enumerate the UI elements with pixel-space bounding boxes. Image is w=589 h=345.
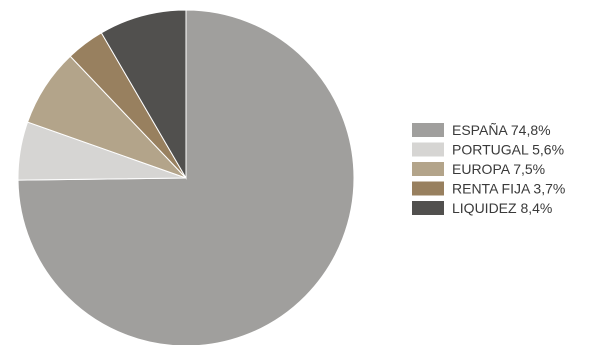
legend: ESPAÑA 74,8% PORTUGAL 5,6% EUROPA 7,5% RENT…	[412, 122, 565, 216]
legend-label-3: EUROPA 7,5%	[452, 161, 545, 177]
legend-item-3: EUROPA 7,5%	[412, 161, 545, 177]
legend-swatch-5	[412, 201, 444, 215]
legend-label-5: LIQUIDEZ 8,4%	[452, 200, 552, 216]
legend-item-5: LIQUIDEZ 8,4%	[412, 200, 552, 216]
pie-slices	[17, 9, 355, 345]
legend-label-2: PORTUGAL 5,6%	[452, 142, 564, 158]
legend-label-4: RENTA FIJA 3,7%	[452, 181, 565, 197]
pie-slice-1	[17, 9, 355, 345]
legend-label-1: ESPAÑA 74,8%	[452, 122, 551, 138]
legend-item-4: RENTA FIJA 3,7%	[412, 181, 565, 197]
legend-swatch-2	[412, 142, 444, 157]
pie-slice-5	[100, 9, 187, 180]
legend-swatch-4	[412, 181, 444, 196]
legend-item-1: ESPAÑA 74,8%	[412, 122, 551, 138]
legend-item-2: PORTUGAL 5,6%	[412, 142, 564, 158]
legend-swatch-3	[412, 162, 444, 176]
legend-swatch-1	[412, 123, 444, 137]
